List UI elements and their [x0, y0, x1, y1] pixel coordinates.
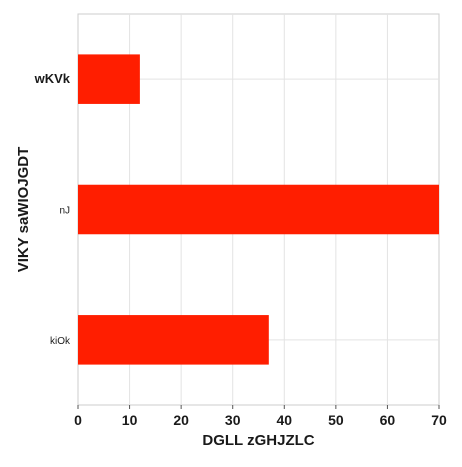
x-tick-label: 10 — [122, 412, 138, 428]
x-tick-label: 0 — [74, 412, 82, 428]
x-tick-label: 50 — [328, 412, 344, 428]
bar-wKVk — [78, 54, 140, 104]
y-tick-label: nJ — [59, 206, 70, 217]
x-tick-label: 60 — [380, 412, 396, 428]
x-tick-label: 20 — [173, 412, 189, 428]
x-tick-label: 40 — [276, 412, 292, 428]
y-axis-ticks: wKVk nJ kiOk — [34, 71, 71, 347]
bar-kiOk — [78, 315, 269, 365]
x-axis-label: DGLL zGHJZLC — [202, 432, 314, 449]
y-axis-label: VIKY saWIOJGDT — [15, 147, 32, 273]
x-tick-label: 70 — [431, 412, 447, 428]
x-tick-label: 30 — [225, 412, 241, 428]
bar-nJ — [78, 184, 439, 235]
bars — [78, 54, 439, 365]
x-axis-ticks: 0 10 20 30 40 50 60 70 — [74, 405, 447, 428]
y-tick-label: wKVk — [34, 71, 71, 86]
y-tick-label: kiOk — [50, 336, 71, 347]
